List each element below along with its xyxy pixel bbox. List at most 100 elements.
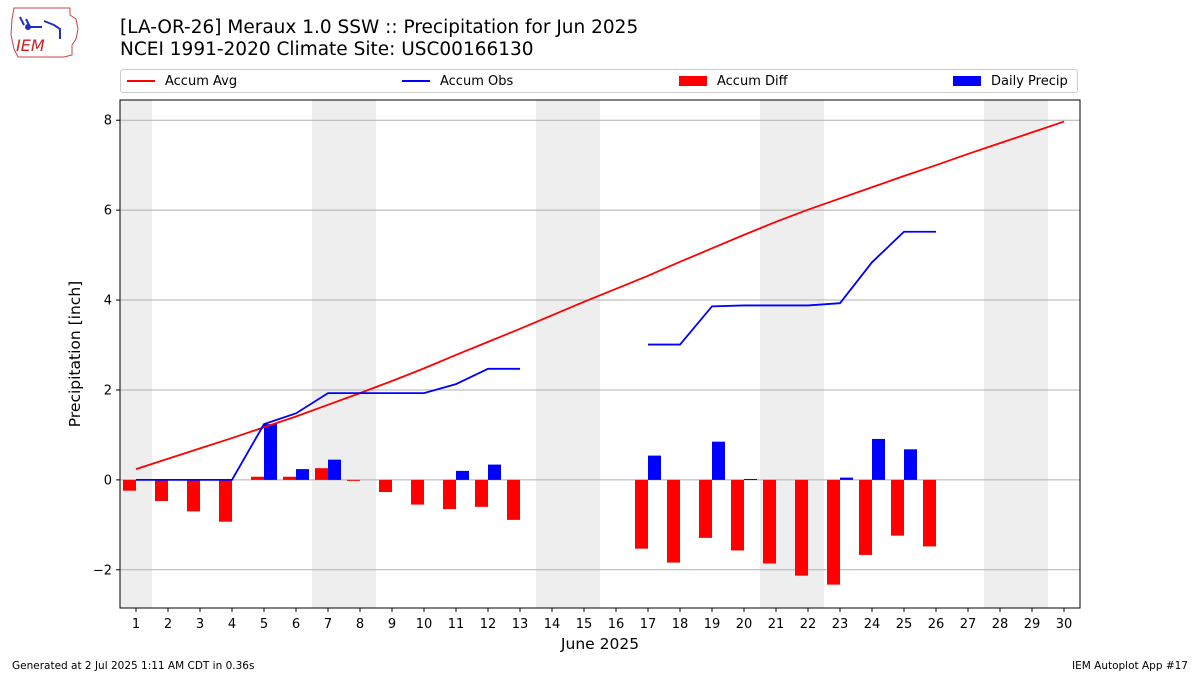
diff-bar-day-17 — [635, 479, 648, 549]
daily-bar-day-12 — [488, 464, 501, 480]
diff-bar-day-2 — [155, 479, 168, 502]
diff-bar-day-1 — [123, 479, 136, 491]
xtick-label-16: 16 — [608, 617, 625, 632]
xtick-label-20: 20 — [736, 617, 753, 632]
legend-label-daily-precip: Daily Precip — [991, 73, 1068, 89]
diff-bar-day-25 — [891, 479, 904, 536]
legend-label-accum-avg: Accum Avg — [165, 73, 238, 89]
daily-bar-day-6 — [296, 469, 309, 480]
daily-bar-day-11 — [456, 470, 469, 480]
ytick-label-4: 4 — [104, 294, 112, 309]
diff-bar-day-6 — [283, 476, 296, 480]
ytick-label-8: 8 — [104, 114, 112, 129]
legend-accum-obs: Accum Obs — [402, 70, 513, 92]
legend: Accum Avg Accum Obs Accum Diff Daily Pre… — [120, 69, 1078, 93]
xtick-label-19: 19 — [704, 617, 721, 632]
xtick-label-30: 30 — [1056, 617, 1073, 632]
diff-bar-day-13 — [507, 479, 520, 520]
xtick-label-22: 22 — [800, 617, 817, 632]
generated-footer: Generated at 2 Jul 2025 1:11 AM CDT in 0… — [12, 660, 255, 672]
xtick-label-11: 11 — [448, 617, 465, 632]
diff-bar-day-24 — [859, 479, 872, 555]
diff-bar-day-18 — [667, 479, 680, 563]
daily-bar-day-25 — [904, 449, 917, 480]
daily-bar-day-17 — [648, 455, 661, 480]
daily-bar-day-23 — [840, 477, 853, 480]
xtick-label-2: 2 — [164, 617, 172, 632]
xtick-label-17: 17 — [640, 617, 657, 632]
xtick-label-10: 10 — [416, 617, 433, 632]
xtick-label-1: 1 — [132, 617, 140, 632]
xtick-label-7: 7 — [324, 617, 332, 632]
weekend-shade-5 — [984, 100, 1048, 608]
chart-title: [LA-OR-26] Meraux 1.0 SSW :: Precipitati… — [120, 17, 639, 38]
legend-label-accum-obs: Accum Obs — [440, 73, 514, 89]
xtick-label-3: 3 — [196, 617, 204, 632]
diff-bar-day-8 — [347, 479, 360, 481]
daily-bar-day-24 — [872, 438, 885, 480]
legend-accum-diff: Accum Diff — [679, 70, 788, 92]
ytick-label--2: −2 — [93, 563, 112, 578]
xtick-label-15: 15 — [576, 617, 593, 632]
xtick-label-12: 12 — [480, 617, 497, 632]
xtick-label-24: 24 — [864, 617, 881, 632]
weekend-shade-1 — [120, 100, 152, 608]
diff-bar-day-9 — [379, 479, 392, 493]
daily-bar-day-20 — [744, 478, 757, 480]
diff-bar-day-21 — [763, 479, 776, 564]
daily-bar-day-7 — [328, 459, 341, 480]
legend-swatch-accum-diff — [679, 76, 707, 86]
diff-bar-day-5 — [251, 476, 264, 480]
diff-bar-day-7 — [315, 468, 328, 480]
xtick-label-18: 18 — [672, 617, 689, 632]
xtick-label-27: 27 — [960, 617, 977, 632]
xtick-label-28: 28 — [992, 617, 1009, 632]
xtick-label-29: 29 — [1024, 617, 1041, 632]
legend-swatch-accum-avg — [127, 80, 155, 82]
ytick-label-2: 2 — [104, 383, 112, 398]
y-axis-label: Precipitation [inch] — [66, 281, 84, 427]
plot-frame — [119, 99, 1081, 609]
diff-bar-day-3 — [187, 479, 200, 512]
legend-swatch-daily-precip — [953, 76, 981, 86]
xtick-label-9: 9 — [388, 617, 396, 632]
accum-obs-line-segment-2 — [648, 230, 936, 346]
iem-logo: IEM — [10, 7, 79, 58]
diff-bar-day-10 — [411, 479, 424, 505]
xtick-label-4: 4 — [228, 617, 236, 632]
x-axis-label: June 2025 — [560, 635, 639, 653]
xtick-label-25: 25 — [896, 617, 913, 632]
diff-bar-day-23 — [827, 479, 840, 585]
legend-daily-precip: Daily Precip — [953, 70, 1068, 92]
ytick-label-0: 0 — [104, 473, 112, 488]
legend-accum-avg: Accum Avg — [127, 70, 237, 92]
xtick-label-8: 8 — [356, 617, 364, 632]
xtick-label-23: 23 — [832, 617, 849, 632]
diff-bar-day-22 — [795, 479, 808, 576]
xtick-label-6: 6 — [292, 617, 300, 632]
legend-label-accum-diff: Accum Diff — [717, 73, 788, 89]
diff-bar-day-4 — [219, 479, 232, 522]
app-footer: IEM Autoplot App #17 — [1072, 660, 1188, 672]
diff-bar-day-26 — [923, 479, 936, 547]
accum-avg-line-segment-1 — [135, 120, 1065, 470]
diff-bar-day-19 — [699, 479, 712, 538]
xtick-label-26: 26 — [928, 617, 945, 632]
xtick-label-14: 14 — [544, 617, 561, 632]
xtick-label-5: 5 — [260, 617, 268, 632]
weekend-shade-3 — [536, 100, 600, 608]
diff-bar-day-12 — [475, 479, 488, 507]
logo-text: IEM — [16, 36, 45, 55]
legend-swatch-accum-obs — [402, 80, 430, 82]
xtick-label-21: 21 — [768, 617, 785, 632]
daily-bar-day-19 — [712, 441, 725, 480]
diff-bar-day-11 — [443, 479, 456, 510]
chart-subtitle: NCEI 1991-2020 Climate Site: USC00166130 — [120, 39, 534, 60]
ytick-label-6: 6 — [104, 204, 112, 219]
accum-obs-line-segment-1 — [136, 367, 520, 481]
weekend-shade-2 — [312, 100, 376, 608]
diff-bar-day-20 — [731, 479, 744, 551]
daily-bar-day-5 — [264, 424, 277, 480]
xtick-label-13: 13 — [512, 617, 529, 632]
